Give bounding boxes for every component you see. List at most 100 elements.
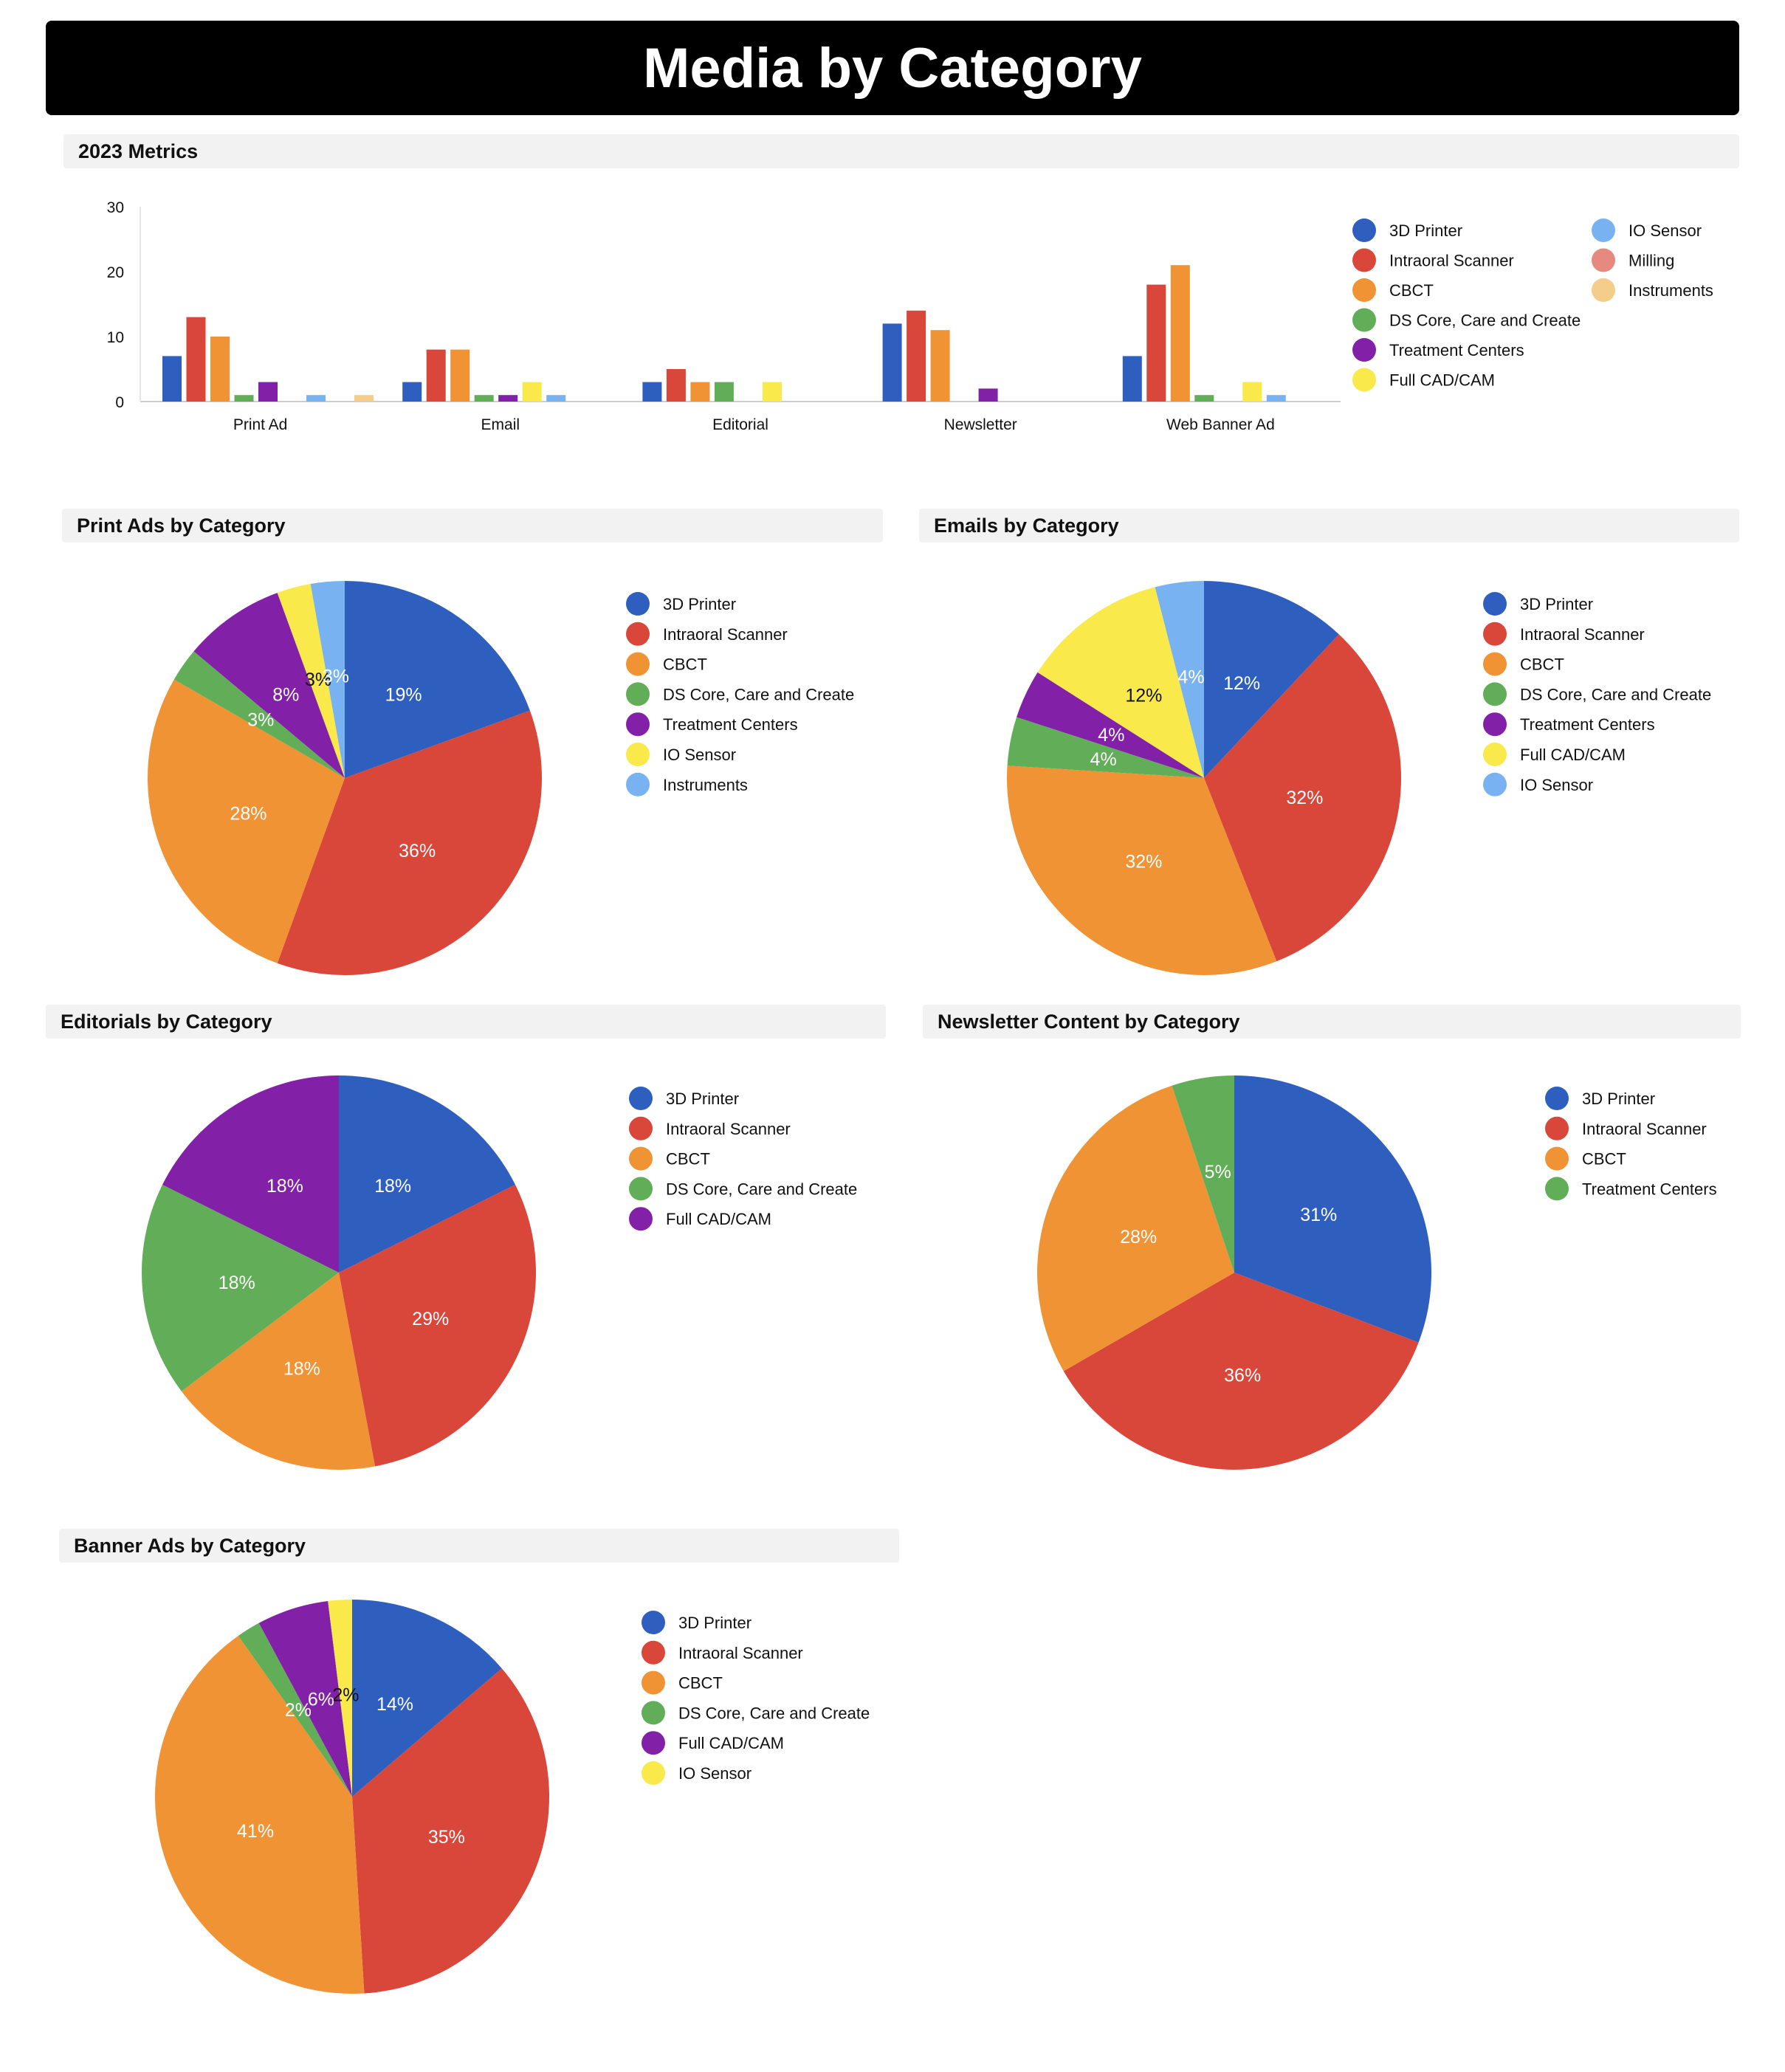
bar-email-io-sensor	[546, 395, 566, 402]
slice-io-sensor	[1155, 581, 1204, 778]
slice-label-cbct: 32%	[1125, 851, 1162, 872]
slice-cbct	[147, 679, 345, 963]
slice-label-treatment-centers: 4%	[1098, 725, 1124, 746]
legend-label-ds-core-care-and-create: DS Core, Care and Create	[1389, 312, 1581, 330]
slice-cbct	[181, 1273, 376, 1470]
legend-label-ds-core-care-and-create: DS Core, Care and Create	[666, 1180, 857, 1198]
legend-swatch-3d-printer	[629, 1087, 653, 1110]
legend-swatch-treatment-centers	[1483, 712, 1507, 737]
bar-newsletter-cbct	[930, 330, 950, 402]
legend-swatch-treatment-centers	[1352, 338, 1376, 362]
slice-label-3d-printer: 19%	[385, 684, 422, 705]
bar-print-ad-ds-core-care-and-create	[234, 395, 254, 402]
legend-label-intraoral-scanner: Intraoral Scanner	[678, 1644, 803, 1662]
bar-web-banner-ad-intraoral-scanner	[1146, 284, 1166, 402]
slice-label-intraoral-scanner: 32%	[1286, 788, 1323, 808]
banner-title: Banner Ads by Category	[74, 1534, 306, 1557]
legend-swatch-intraoral-scanner	[1352, 248, 1376, 272]
legend-label-full-cad-cam: Full CAD/CAM	[678, 1734, 784, 1752]
y-tick-label: 20	[107, 264, 124, 281]
bar-editorial-full-cad-cam	[762, 382, 782, 402]
slice-label-treatment-centers: 5%	[1205, 1162, 1231, 1183]
legend-label-ds-core-care-and-create: DS Core, Care and Create	[678, 1704, 870, 1722]
page-title-bar: Media by Category	[46, 21, 1739, 115]
legend-swatch-treatment-centers	[626, 712, 650, 737]
legend-swatch-io-sensor	[1483, 772, 1507, 796]
slice-label-full-cad-cam: 12%	[1125, 686, 1162, 706]
y-tick-label: 10	[107, 329, 124, 346]
x-tick-label-print-ad: Print Ad	[233, 416, 288, 433]
legend-label-instruments: Instruments	[1628, 281, 1713, 300]
slice-label-ds-core-care-and-create: 18%	[219, 1273, 255, 1293]
legend-label-instruments: Instruments	[663, 776, 748, 794]
slice-intraoral-scanner	[277, 710, 543, 975]
legend-label-treatment-centers: Treatment Centers	[1389, 341, 1524, 359]
slice-cbct	[1037, 1085, 1234, 1371]
legend-swatch-milling	[1592, 248, 1615, 272]
legend-label-cbct: CBCT	[1389, 281, 1434, 300]
slice-label-full-cad-cam: 18%	[266, 1176, 303, 1197]
bar-print-ad-instruments	[354, 395, 374, 402]
legend-label-full-cad-cam: Full CAD/CAM	[666, 1210, 771, 1228]
newsletter-title: Newsletter Content by Category	[938, 1010, 1240, 1033]
x-tick-label-editorial: Editorial	[712, 416, 768, 433]
legend-swatch-io-sensor	[626, 743, 650, 766]
bar-print-ad-io-sensor	[306, 395, 326, 402]
slice-full-cad-cam	[162, 1075, 339, 1273]
bar-editorial-intraoral-scanner	[666, 369, 686, 402]
legend-swatch-ds-core-care-and-create	[642, 1701, 665, 1725]
legend-swatch-ds-core-care-and-create	[1352, 308, 1376, 332]
editorial-pie-chart: 18% 29% 18% 18% 18% 3D Printer Intraoral Scann…	[141, 1075, 857, 1470]
legend-swatch-intraoral-scanner	[629, 1116, 653, 1140]
email-section-header: Emails by Category	[919, 509, 1739, 543]
legend-label-io-sensor: IO Sensor	[1520, 776, 1593, 794]
legend-label-treatment-centers: Treatment Centers	[663, 715, 798, 734]
bar-email-full-cad-cam	[522, 382, 542, 402]
legend-swatch-treatment-centers	[1545, 1177, 1569, 1201]
legend-swatch-io-sensor	[642, 1761, 665, 1785]
legend-label-3d-printer: 3D Printer	[666, 1090, 739, 1108]
slice-label-io-sensor: 4%	[1178, 667, 1205, 687]
y-tick-label: 0	[115, 394, 124, 411]
legend-swatch-instruments	[1592, 278, 1615, 302]
slice-treatment-centers	[193, 593, 345, 778]
banner-section-header: Banner Ads by Category	[59, 1529, 899, 1563]
legend-swatch-intraoral-scanner	[1483, 622, 1507, 646]
legend-label-ds-core-care-and-create: DS Core, Care and Create	[663, 685, 854, 703]
bar-web-banner-ad-ds-core-care-and-create	[1194, 395, 1214, 402]
slice-ds-core-care-and-create	[238, 1622, 352, 1797]
y-tick-label: 30	[107, 199, 124, 216]
legend-label-intraoral-scanner: Intraoral Scanner	[1520, 625, 1645, 644]
legend-swatch-3d-printer	[1545, 1087, 1569, 1110]
bar-email-ds-core-care-and-create	[474, 395, 494, 402]
slice-intraoral-scanner	[352, 1668, 550, 1994]
bar-newsletter-treatment-centers	[978, 388, 998, 402]
slice-3d-printer	[352, 1600, 502, 1797]
bar-web-banner-ad-io-sensor	[1266, 395, 1286, 402]
bar-print-ad-3d-printer	[162, 356, 182, 402]
legend-swatch-cbct	[629, 1146, 653, 1171]
legend-swatch-full-cad-cam	[1352, 368, 1376, 392]
slice-label-io-sensor: 3%	[305, 670, 331, 690]
legend-swatch-instruments	[626, 772, 650, 796]
legend-swatch-io-sensor	[1592, 218, 1615, 242]
legend-swatch-3d-printer	[1352, 218, 1376, 242]
slice-label-intraoral-scanner: 36%	[1224, 1365, 1261, 1386]
x-tick-label-email: Email	[481, 416, 520, 433]
legend-label-intraoral-scanner: Intraoral Scanner	[663, 625, 788, 644]
legend-label-treatment-centers: Treatment Centers	[1582, 1180, 1717, 1198]
legend-swatch-intraoral-scanner	[1545, 1116, 1569, 1140]
bar-newsletter-3d-printer	[882, 323, 902, 402]
slice-ds-core-care-and-create	[173, 651, 345, 778]
email-title: Emails by Category	[934, 514, 1119, 537]
slice-full-cad-cam	[258, 1601, 352, 1797]
legend-label-treatment-centers: Treatment Centers	[1520, 715, 1655, 734]
slice-3d-printer	[1204, 581, 1339, 778]
slice-label-ds-core-care-and-create: 4%	[1090, 749, 1117, 770]
metrics-bar-chart: 0 10 20 30 Print Ad Email Editorial Newsletter W…	[107, 199, 1713, 433]
legend-label-io-sensor: IO Sensor	[1628, 221, 1702, 240]
slice-io-sensor	[277, 584, 345, 778]
slice-label-cbct: 28%	[230, 803, 267, 824]
